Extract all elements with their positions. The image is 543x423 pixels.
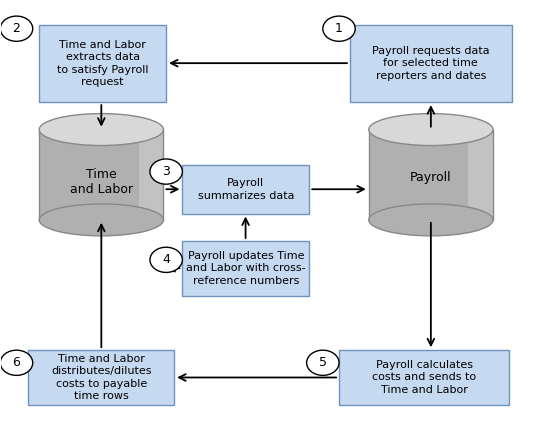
Circle shape <box>1 16 33 41</box>
Text: Payroll
summarizes data: Payroll summarizes data <box>198 178 294 201</box>
FancyBboxPatch shape <box>138 129 163 220</box>
FancyBboxPatch shape <box>468 129 493 220</box>
Circle shape <box>150 159 182 184</box>
Ellipse shape <box>369 114 493 146</box>
FancyBboxPatch shape <box>182 165 310 214</box>
FancyBboxPatch shape <box>369 129 493 220</box>
Text: Time and Labor
extracts data
to satisfy Payroll
request: Time and Labor extracts data to satisfy … <box>57 40 148 87</box>
Ellipse shape <box>39 204 163 236</box>
FancyBboxPatch shape <box>182 241 310 296</box>
Text: 2: 2 <box>12 22 21 35</box>
FancyBboxPatch shape <box>28 350 174 405</box>
Text: 4: 4 <box>162 253 170 266</box>
FancyBboxPatch shape <box>39 129 163 220</box>
Ellipse shape <box>369 204 493 236</box>
FancyBboxPatch shape <box>350 25 512 102</box>
Circle shape <box>1 350 33 375</box>
FancyBboxPatch shape <box>339 350 509 405</box>
FancyBboxPatch shape <box>39 25 166 102</box>
Circle shape <box>323 16 355 41</box>
Text: Time
and Labor: Time and Labor <box>70 168 133 196</box>
Text: Payroll calculates
costs and sends to
Time and Labor: Payroll calculates costs and sends to Ti… <box>372 360 476 395</box>
Text: Time and Labor
distributes/dilutes
costs to payable
time rows: Time and Labor distributes/dilutes costs… <box>51 354 151 401</box>
Text: 1: 1 <box>335 22 343 35</box>
Text: Payroll updates Time
and Labor with cross-
reference numbers: Payroll updates Time and Labor with cros… <box>186 251 306 286</box>
Text: Payroll requests data
for selected time
reporters and dates: Payroll requests data for selected time … <box>372 46 490 81</box>
Circle shape <box>307 350 339 375</box>
Text: 5: 5 <box>319 356 327 369</box>
Text: 3: 3 <box>162 165 170 178</box>
Circle shape <box>150 247 182 272</box>
Text: Payroll: Payroll <box>410 171 452 184</box>
Ellipse shape <box>39 114 163 146</box>
Text: 6: 6 <box>12 356 21 369</box>
